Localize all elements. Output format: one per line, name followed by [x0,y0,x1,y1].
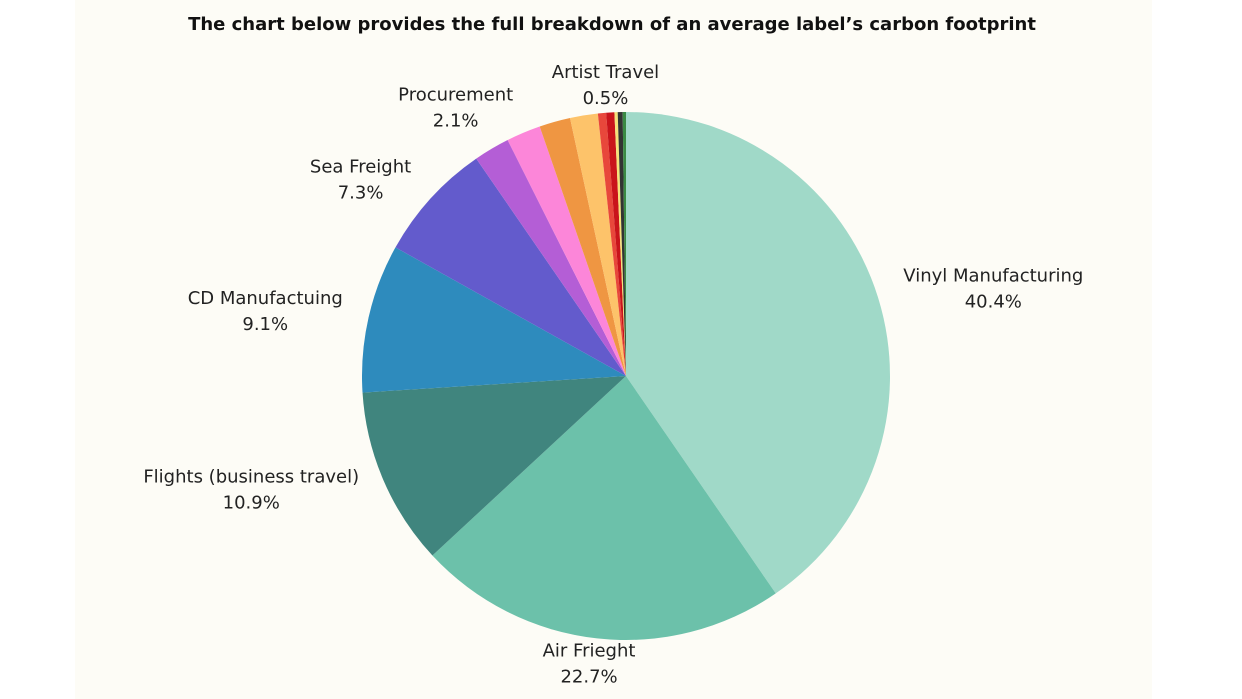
pie-slice [432,376,776,640]
slice-label-name: Vinyl Manufacturing [903,266,1083,287]
slice-label-value: 10.9% [223,492,280,513]
slice-label: CD Manufactuing 9.1% [188,288,343,335]
pie-slice [617,112,626,376]
slice-label-name: CD Manufactuing [188,288,343,309]
slice-label-name: Procurement [398,84,513,105]
slice-label-name: Artist Travel [552,62,659,83]
pie-slice [606,112,626,376]
slice-label-value: 7.3% [338,183,384,204]
slice-label-value: 40.4% [965,292,1022,313]
slice-label-value: 9.1% [242,314,288,335]
pie-slice [362,376,626,556]
pie-slice [597,112,626,376]
pie-slice [614,112,626,377]
slice-label: Procurement 2.1% [398,84,513,131]
pie-slice [507,126,626,376]
slice-label: Flights (business travel) 10.9% [143,466,359,513]
slice-label: Artist Travel 0.5% [552,62,659,109]
slice-label: Sea Freight 7.3% [310,157,411,204]
slice-label-name: Flights (business travel) [143,466,359,487]
pie-slice [539,118,626,376]
slice-label: Air Frieght 22.7% [543,641,636,688]
pie-slice [395,158,626,376]
slice-label-name: Sea Freight [310,157,411,178]
slice-label-name: Air Frieght [543,641,636,662]
slice-label-value: 0.5% [583,88,629,109]
pie-slice [570,113,626,377]
pie-slice [362,247,626,393]
pie-slice [476,140,626,376]
pie-slice [622,112,626,376]
chart-title: The chart below provides the full breakd… [188,14,1036,35]
slice-label: Vinyl Manufacturing 40.4% [903,266,1083,313]
slice-label-value: 22.7% [560,667,617,688]
slice-label-value: 2.1% [433,110,479,131]
pie-slice [626,112,891,594]
